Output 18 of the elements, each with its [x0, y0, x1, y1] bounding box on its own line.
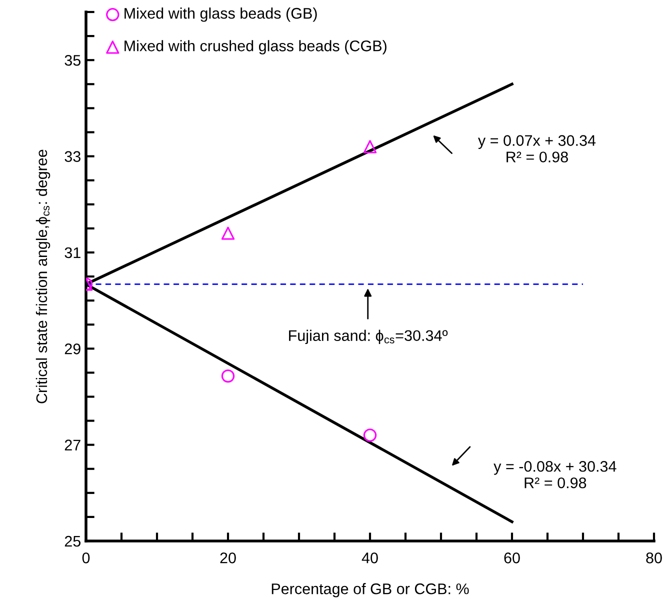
y-tick-label: 25 [64, 536, 80, 547]
x-axis-title: Percentage of GB or CGB: % [272, 583, 469, 598]
y-tick-label: 29 [64, 344, 80, 354]
x-tick-label: 0 [82, 552, 90, 564]
y-tick-label: 35 [64, 54, 80, 66]
x-tick-label: 60 [504, 552, 520, 564]
x-tick-label: 20 [220, 552, 236, 564]
y-tick-label: 27 [64, 440, 80, 450]
annotation: y = -0.08x + 30.34 R² = 0.98 [494, 460, 616, 488]
x-tick-label: 40 [362, 552, 378, 564]
y-tick-label: 31 [64, 247, 80, 258]
annotation: y = 0.07x + 30.34 R² = 0.98 [478, 135, 596, 162]
annotation: Fujian sand: ϕ$_{cs}$=30.34º [289, 330, 448, 344]
legend-label: Mixed with glass beads (GB) [124, 8, 317, 22]
legend-label: Mixed with crushed glass beads (CGB) [124, 40, 386, 54]
y-axis-title: Critical state friction angle,ϕ$_{cs}$: degree [36, 150, 50, 404]
y-tick-label: 33 [64, 151, 80, 162]
x-tick-label: 80 [646, 552, 662, 564]
